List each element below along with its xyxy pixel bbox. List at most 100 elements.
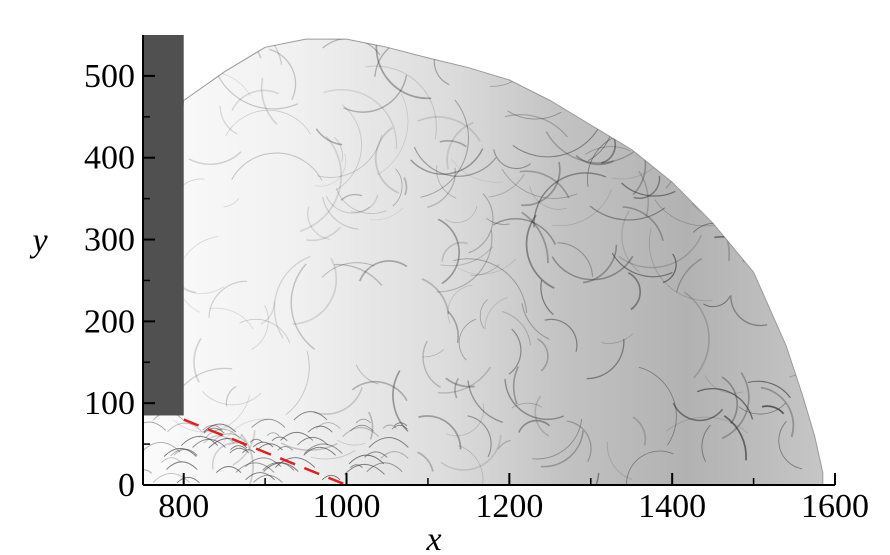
cell-arc — [440, 435, 502, 471]
cell-arc — [638, 366, 677, 446]
cell-arc — [532, 418, 583, 460]
near-wall-cell — [203, 423, 237, 433]
detonation-front-area — [142, 38, 824, 486]
dashed-line — [183, 418, 347, 487]
cell-arc — [188, 39, 262, 59]
cell-arc — [508, 328, 522, 375]
cell-arc — [440, 246, 494, 267]
near-wall-cell — [203, 435, 235, 444]
near-wall-cell — [355, 418, 371, 424]
cell-arc — [458, 318, 477, 361]
cell-arc — [182, 367, 233, 387]
near-wall-cell — [160, 457, 182, 464]
cell-arc — [544, 318, 578, 352]
cell-arc — [534, 395, 550, 437]
cell-arc — [273, 255, 311, 339]
cell-arc — [269, 48, 297, 100]
cell-arc — [625, 39, 648, 77]
near-wall-cell — [242, 449, 256, 454]
cell-arc — [336, 439, 366, 446]
cell-arc — [701, 424, 711, 462]
cell-arc — [540, 430, 584, 468]
cell-arc — [441, 241, 468, 262]
cell-arc — [618, 234, 703, 269]
cell-arc — [439, 140, 467, 148]
cell-arc — [796, 46, 815, 85]
cell-arc — [358, 260, 408, 282]
cell-arc — [488, 173, 525, 198]
cell-arc — [589, 205, 666, 221]
cell-arc — [675, 258, 703, 293]
cell-arc — [306, 226, 341, 242]
cell-arc — [738, 86, 770, 119]
cell-arc — [602, 39, 649, 56]
near-wall-cell — [280, 431, 314, 441]
cell-arc — [323, 88, 398, 149]
y-tick-label: 100 — [84, 385, 135, 422]
cell-arc — [800, 363, 823, 386]
cell-arc — [343, 74, 408, 113]
cell-arc — [422, 348, 445, 358]
cell-arc — [512, 366, 520, 405]
cell-arc — [417, 451, 434, 472]
cell-arc — [239, 318, 291, 344]
near-wall-cell — [230, 445, 247, 450]
near-wall-cell — [380, 451, 409, 459]
cell-arc — [633, 175, 661, 199]
cell-arc — [770, 83, 815, 126]
cell-arc — [322, 39, 381, 56]
cell-arc — [533, 172, 607, 228]
near-wall-cell — [350, 464, 363, 469]
near-wall-cell — [253, 474, 283, 483]
cell-arc — [486, 218, 510, 225]
cell-arc — [195, 39, 232, 66]
cell-arc — [422, 340, 441, 388]
near-wall-cell — [303, 443, 343, 454]
cell-arc — [566, 420, 592, 462]
cell-arc — [453, 258, 528, 313]
cell-arc — [780, 150, 804, 211]
near-wall-cell — [391, 424, 408, 430]
cell-arc — [758, 100, 813, 150]
near-wall-cell — [262, 462, 295, 471]
cell-arc — [446, 121, 474, 170]
cell-arc — [724, 39, 780, 52]
cell-arc — [223, 198, 240, 208]
near-wall-cell — [170, 448, 198, 457]
cell-arc — [738, 402, 787, 415]
cell-arc — [698, 41, 792, 110]
x-tick-label: 1400 — [638, 488, 706, 525]
cell-arc — [445, 377, 475, 388]
cell-arc — [322, 197, 359, 230]
cell-arc — [375, 39, 432, 100]
cell-arc — [313, 386, 363, 415]
y-axis-label: y — [29, 223, 48, 260]
cell-arc — [704, 150, 740, 196]
cell-arc — [211, 442, 239, 470]
cell-arc — [800, 103, 823, 153]
cell-arc — [231, 152, 323, 181]
cell-arc — [627, 271, 641, 311]
cell-arc — [447, 310, 459, 343]
cell-arc — [525, 214, 555, 289]
cell-arc — [437, 366, 491, 394]
cell-arc — [188, 151, 242, 165]
near-wall-cell — [152, 472, 190, 483]
y-tick-label: 400 — [84, 140, 135, 177]
near-wall-cell — [274, 457, 316, 468]
near-wall-cell — [307, 425, 333, 433]
cell-arc — [721, 372, 750, 440]
cell-arc — [828, 163, 839, 223]
cell-arc — [458, 445, 484, 485]
cell-arc — [521, 211, 549, 264]
cell-arc — [260, 77, 278, 125]
y-tick-label: 0 — [118, 467, 135, 504]
cell-arc — [307, 206, 330, 240]
cell-arc — [708, 179, 739, 217]
cell-arc — [365, 65, 437, 140]
cell-arc — [756, 117, 823, 144]
cell-arc — [621, 210, 640, 272]
cell-arc — [225, 109, 311, 137]
near-wall-cell — [303, 446, 336, 456]
cell-arc — [403, 177, 408, 196]
